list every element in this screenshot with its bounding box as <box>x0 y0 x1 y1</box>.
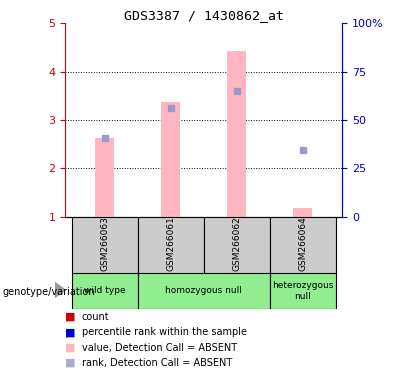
Text: percentile rank within the sample: percentile rank within the sample <box>82 327 247 337</box>
Bar <box>161 102 180 217</box>
FancyBboxPatch shape <box>270 273 336 309</box>
Bar <box>95 138 114 217</box>
FancyBboxPatch shape <box>138 217 204 273</box>
FancyBboxPatch shape <box>72 273 138 309</box>
Text: rank, Detection Call = ABSENT: rank, Detection Call = ABSENT <box>82 358 232 368</box>
Text: ■: ■ <box>65 343 76 353</box>
Text: heterozygous
null: heterozygous null <box>272 281 333 301</box>
FancyBboxPatch shape <box>204 217 270 273</box>
Text: GSM266063: GSM266063 <box>100 216 109 271</box>
Text: wild type: wild type <box>84 286 126 295</box>
Text: ■: ■ <box>65 358 76 368</box>
Text: homozygous null: homozygous null <box>165 286 242 295</box>
Text: ■: ■ <box>65 327 76 337</box>
Polygon shape <box>55 282 65 298</box>
Text: GSM266062: GSM266062 <box>232 216 241 271</box>
FancyBboxPatch shape <box>138 273 270 309</box>
Bar <box>294 208 312 217</box>
Text: GSM266064: GSM266064 <box>298 216 307 271</box>
Text: GSM266061: GSM266061 <box>166 216 175 271</box>
Bar <box>228 51 246 217</box>
FancyBboxPatch shape <box>72 217 138 273</box>
FancyBboxPatch shape <box>270 217 336 273</box>
Text: ■: ■ <box>65 312 76 322</box>
Text: value, Detection Call = ABSENT: value, Detection Call = ABSENT <box>82 343 237 353</box>
Title: GDS3387 / 1430862_at: GDS3387 / 1430862_at <box>124 9 284 22</box>
Text: count: count <box>82 312 110 322</box>
Text: genotype/variation: genotype/variation <box>2 287 95 297</box>
